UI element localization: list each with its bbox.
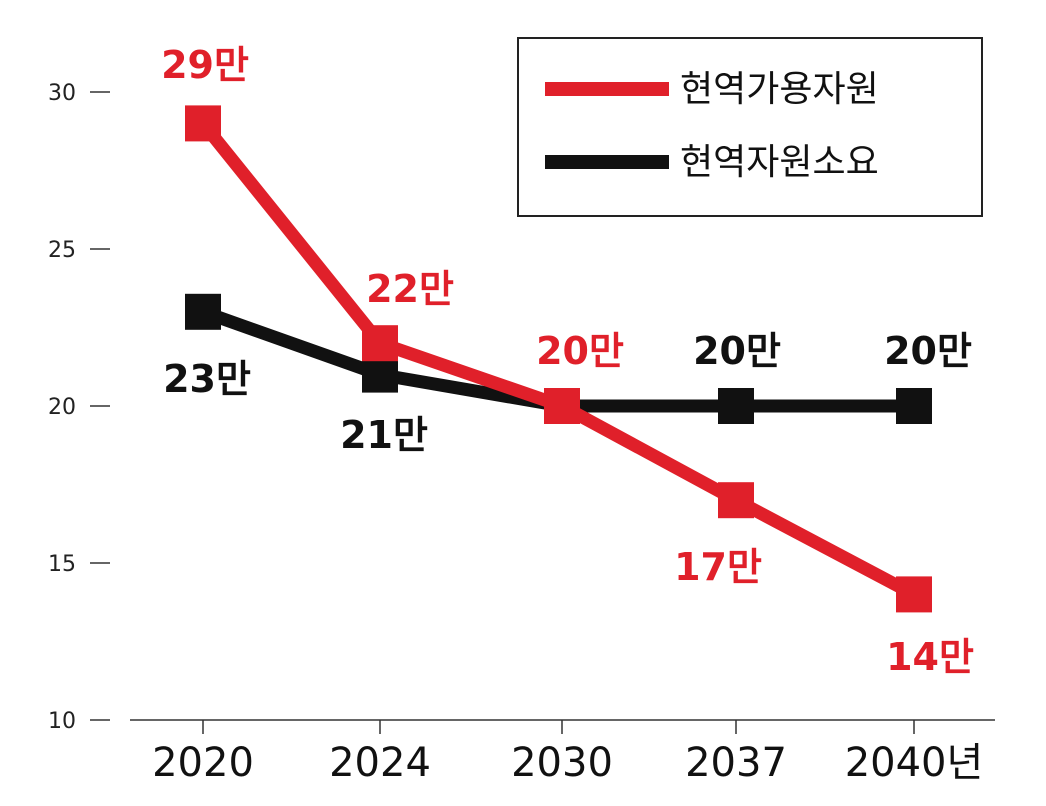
marker-available bbox=[185, 105, 221, 142]
y-tick-label: 15 bbox=[48, 552, 76, 577]
x-tick-label: 2030 bbox=[511, 740, 613, 786]
y-tick-label: 20 bbox=[48, 395, 76, 420]
y-tick-label: 25 bbox=[48, 238, 76, 263]
x-tick-label: 2037 bbox=[685, 740, 787, 786]
x-tick-label: 2020 bbox=[152, 740, 254, 786]
legend: 현역가용자원 현역자원소요 bbox=[517, 37, 983, 217]
data-label-required: 20만 bbox=[884, 329, 972, 373]
legend-box bbox=[517, 37, 983, 217]
y-tick-label: 30 bbox=[48, 81, 76, 106]
data-label-required: 23만 bbox=[163, 357, 251, 401]
marker-required bbox=[362, 356, 398, 393]
series-layer bbox=[185, 105, 932, 613]
data-label-available: 14만 bbox=[886, 635, 974, 679]
data-labels: 29만 22만 20만 17만 14만 23만 21만 20만 20만 bbox=[161, 43, 974, 679]
y-tick-label: 10 bbox=[48, 709, 76, 734]
x-tick-label: 2040년 bbox=[845, 740, 984, 786]
marker-required bbox=[185, 293, 221, 330]
data-label-required: 20만 bbox=[693, 329, 781, 373]
legend-label-available: 현역가용자원 bbox=[680, 69, 879, 110]
data-label-available: 20만 bbox=[536, 329, 624, 373]
y-axis: 30 25 20 15 10 bbox=[48, 81, 110, 734]
marker-available bbox=[362, 325, 398, 362]
data-label-available: 17만 bbox=[674, 545, 762, 589]
legend-label-required: 현역자원소요 bbox=[680, 142, 879, 183]
x-tick-label: 2024 bbox=[329, 740, 431, 786]
data-label-available: 22만 bbox=[366, 267, 454, 311]
marker-available bbox=[718, 482, 754, 519]
marker-available bbox=[896, 576, 932, 613]
data-label-required: 21만 bbox=[340, 413, 428, 457]
marker-required bbox=[896, 388, 932, 424]
marker-required bbox=[718, 388, 754, 424]
x-axis: 2020 2024 2030 2037 2040년 bbox=[130, 719, 995, 786]
marker-available bbox=[544, 388, 580, 424]
data-label-available: 29만 bbox=[161, 43, 249, 87]
